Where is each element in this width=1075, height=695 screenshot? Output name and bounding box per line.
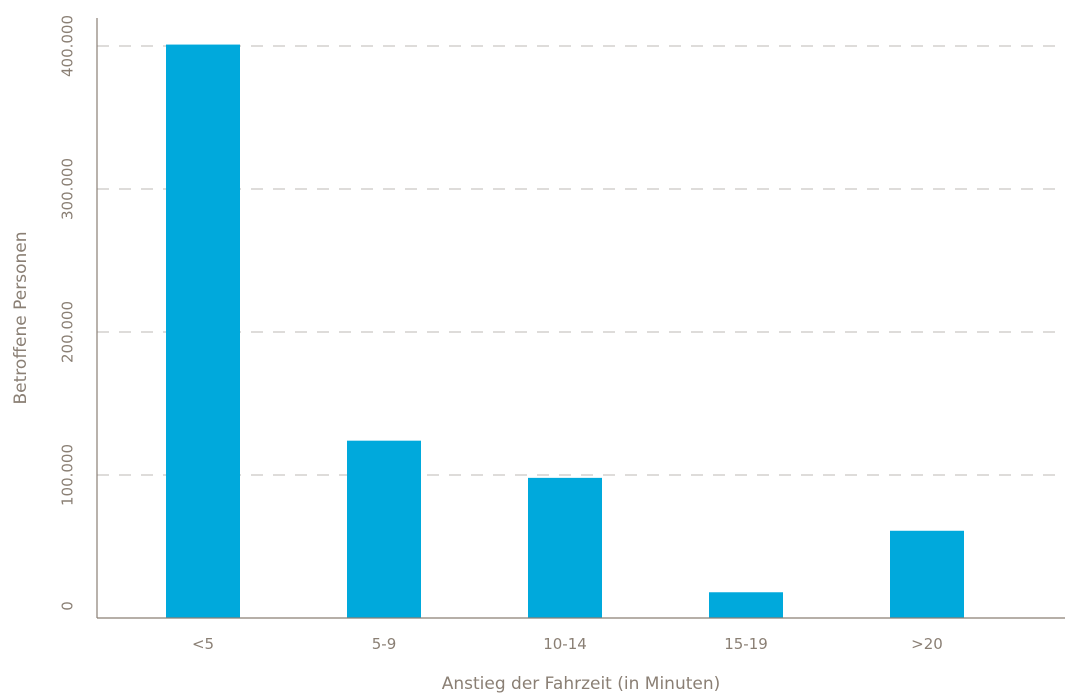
x-tick-label: 15-19 <box>724 635 768 653</box>
x-tick-label: <5 <box>192 635 214 653</box>
x-tick-label: >20 <box>911 635 943 653</box>
y-tick-label: 0 <box>59 601 77 611</box>
y-tick-label: 100.000 <box>59 444 77 506</box>
y-tick-label: 200.000 <box>59 301 77 363</box>
x-tick-labels: <5 5-9 10-14 15-19 >20 <box>192 635 943 653</box>
bar <box>528 477 602 618</box>
bar <box>166 44 240 618</box>
y-tick-label: 300.000 <box>59 158 77 220</box>
y-tick-label: 400.000 <box>59 15 77 77</box>
axes <box>96 18 1065 619</box>
bars <box>166 44 964 618</box>
x-tick-label: 5-9 <box>372 635 397 653</box>
y-tick-labels: 0 100.000 200.000 300.000 400.000 <box>59 15 77 611</box>
bar <box>890 530 964 618</box>
y-axis-title: Betroffene Personen <box>11 232 31 405</box>
grid-lines <box>97 45 1065 476</box>
x-tick-label: 10-14 <box>543 635 587 653</box>
x-axis-title: Anstieg der Fahrzeit (in Minuten) <box>442 674 721 694</box>
bar <box>709 592 783 618</box>
bar <box>347 440 421 618</box>
